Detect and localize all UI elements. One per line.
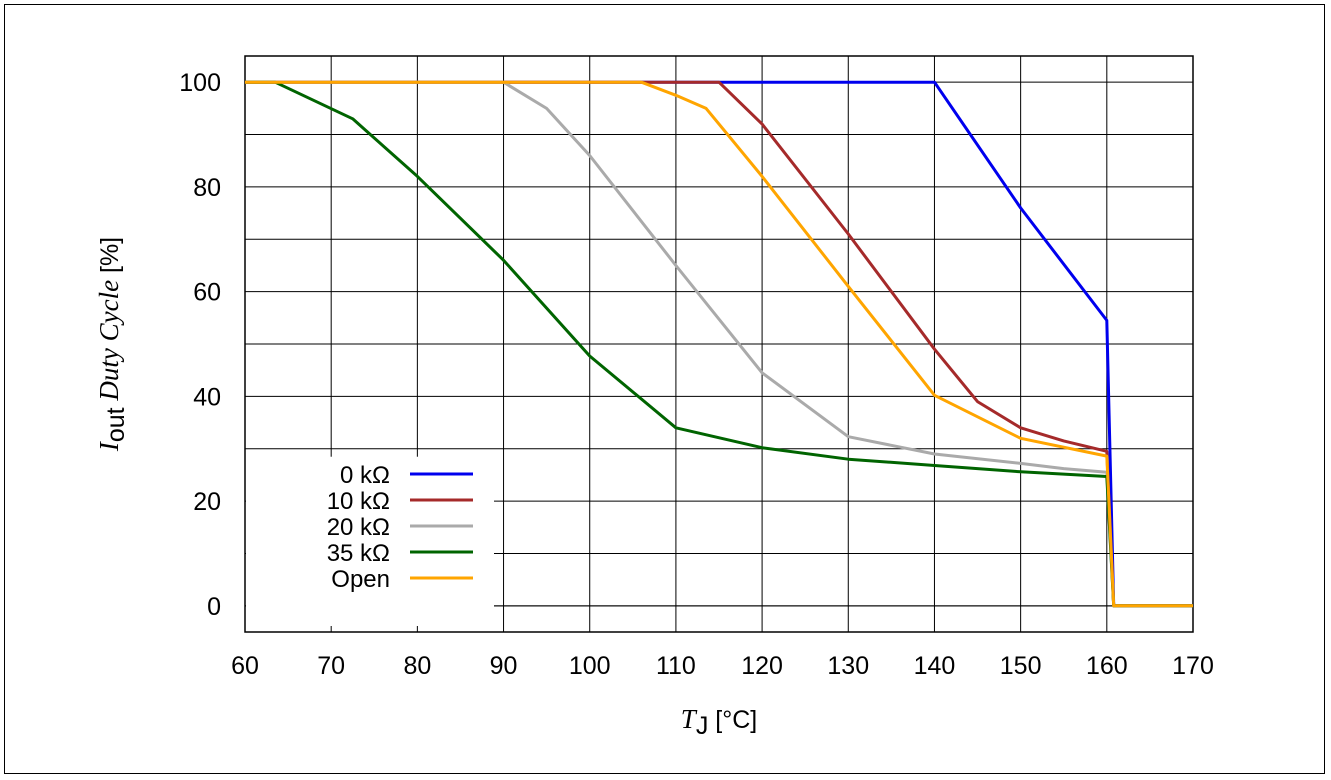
- x-axis-label-var: T: [681, 704, 698, 734]
- y-tick-label: 20: [193, 488, 221, 516]
- y-axis-label-var: I: [94, 440, 124, 452]
- legend-label: 35 kΩ: [327, 540, 390, 567]
- x-tick-label: 100: [569, 652, 611, 680]
- x-tick-label: 90: [490, 652, 518, 680]
- figure-frame: [4, 4, 1325, 774]
- legend-label: 10 kΩ: [327, 488, 390, 515]
- x-axis-label-sub: J: [696, 712, 709, 740]
- x-tick-label: 150: [1000, 652, 1042, 680]
- legend-box: [246, 456, 494, 626]
- y-axis-label: Iout Duty Cycle [%]: [94, 237, 130, 452]
- series-line-open: [245, 80, 1193, 608]
- x-tick-label: 160: [1086, 652, 1128, 680]
- legend-label: 20 kΩ: [327, 514, 390, 541]
- y-axis-label-italic: Duty Cycle: [94, 280, 124, 407]
- legend-background: [246, 456, 494, 626]
- x-tick-label: 110: [656, 652, 696, 680]
- axis-ticks: 60 70 80 90 100 110 120 130 140 150 160 170 0 20 40 60 8…: [179, 69, 1214, 680]
- x-tick-label: 130: [827, 652, 869, 680]
- x-tick-label: 120: [741, 652, 783, 680]
- y-axis-label-sub: out: [102, 407, 130, 442]
- legend-label: Open: [331, 566, 390, 593]
- x-tick-label: 70: [317, 652, 345, 680]
- y-tick-label: 100: [179, 69, 221, 97]
- y-tick-label: 80: [193, 174, 221, 202]
- x-axis-label: TJ [°C]: [681, 704, 757, 740]
- y-axis-label-unit: [%]: [96, 237, 124, 280]
- y-tick-label: 40: [193, 383, 221, 411]
- y-tick-label: 0: [207, 593, 221, 621]
- legend-label: 0 kΩ: [340, 462, 390, 489]
- y-tick-label: 60: [193, 279, 221, 307]
- series-lines: [245, 80, 1193, 608]
- plot-area-border: [244, 55, 1194, 633]
- series-line-35-kohm: [245, 80, 1193, 608]
- x-tick-label: 80: [403, 652, 431, 680]
- x-tick-label: 140: [914, 652, 956, 680]
- x-tick-label: 60: [231, 652, 259, 680]
- x-axis-label-unit: [°C]: [708, 706, 757, 734]
- x-tick-label: 170: [1172, 652, 1214, 680]
